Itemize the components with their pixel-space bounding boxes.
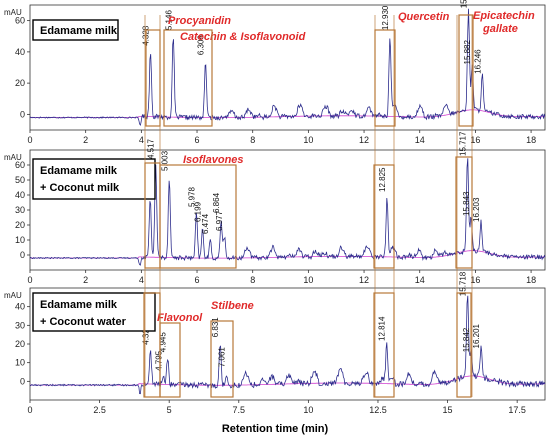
- peak-label: 12.930: [381, 5, 390, 30]
- x-tick-label: 2: [83, 135, 88, 145]
- peak-label: 15.717: [459, 131, 468, 156]
- x-tick-label: 4: [139, 275, 144, 285]
- sample-label: + Coconut water: [40, 316, 127, 328]
- x-tick-label: 4: [139, 135, 144, 145]
- peak-label: 4.328: [141, 324, 150, 345]
- x-tick-label: 10: [303, 405, 313, 415]
- y-tick-label: 0: [20, 250, 25, 260]
- region-box: [458, 14, 474, 127]
- y-unit-label: mAU: [4, 8, 22, 17]
- peak-label: 15.842: [462, 327, 471, 352]
- peak-label: 16.203: [472, 197, 481, 222]
- peak-label: 15.843: [462, 191, 471, 216]
- y-tick-label: 40: [15, 190, 25, 200]
- peak-label: 4.517: [147, 138, 156, 159]
- compound-annotation: Isoflavones: [183, 154, 244, 166]
- region-box: [163, 29, 213, 127]
- peak-label: 6.199: [194, 201, 203, 222]
- y-tick-label: 20: [15, 339, 25, 349]
- x-tick-label: 8: [250, 275, 255, 285]
- y-tick-label: 50: [15, 175, 25, 185]
- peak-label: 5.146: [164, 10, 173, 31]
- peak-label: 16.246: [473, 49, 482, 74]
- peak-label: 5.003: [160, 150, 169, 171]
- x-tick-label: 10: [303, 135, 313, 145]
- sample-label-box: [32, 158, 156, 200]
- sample-label: Edamame milk: [40, 299, 118, 311]
- compound-annotation: Stilbene: [211, 300, 254, 312]
- peak-label: 6.306: [197, 35, 206, 56]
- x-tick-label: 12: [359, 135, 369, 145]
- y-unit-label: mAU: [4, 153, 22, 162]
- y-tick-label: 20: [15, 78, 25, 88]
- peak-label: 6.977: [215, 210, 224, 231]
- y-tick-label: 10: [15, 235, 25, 245]
- x-tick-label: 5: [167, 405, 172, 415]
- y-tick-label: 60: [15, 16, 25, 26]
- y-tick-label: 0: [20, 109, 25, 119]
- peak-label: 16.201: [472, 323, 481, 348]
- compound-annotation: Procyanidin: [168, 15, 231, 27]
- sample-label-box: [32, 292, 156, 332]
- compound-annotation: Catechin & Isoflavonoid: [180, 31, 306, 43]
- peak-label: 15.718: [459, 271, 468, 296]
- compound-annotation: Quercetin: [398, 11, 450, 23]
- x-tick-label: 12: [359, 275, 369, 285]
- x-tick-label: 18: [526, 275, 536, 285]
- y-tick-label: 10: [15, 358, 25, 368]
- x-tick-label: 16: [470, 135, 480, 145]
- peak-label: 15.749: [459, 0, 468, 8]
- y-tick-label: 20: [15, 220, 25, 230]
- x-tick-label: 2.5: [93, 405, 106, 415]
- peak-label: 4.795: [154, 350, 163, 371]
- x-tick-label: 8: [250, 135, 255, 145]
- sample-label: Edamame milk: [40, 25, 118, 37]
- x-tick-label: 6: [195, 275, 200, 285]
- x-tick-label: 0: [27, 135, 32, 145]
- x-tick-label: 17.5: [508, 405, 526, 415]
- peak-label: 6.831: [211, 317, 220, 338]
- compound-annotation: Epicatechin: [473, 10, 535, 22]
- peak-label: 6.864: [212, 192, 221, 213]
- peak-label: 12.814: [378, 316, 387, 341]
- x-tick-label: 14: [415, 135, 425, 145]
- x-tick-label: 6: [195, 135, 200, 145]
- x-tick-label: 7.5: [233, 405, 246, 415]
- x-tick-label: 12.5: [369, 405, 387, 415]
- y-tick-label: 0: [20, 376, 25, 386]
- x-tick-label: 0: [27, 275, 32, 285]
- peak-label: 7.061: [218, 347, 227, 368]
- x-tick-label: 18: [526, 135, 536, 145]
- y-tick-label: 30: [15, 205, 25, 215]
- y-tick-label: 60: [15, 160, 25, 170]
- y-tick-label: 30: [15, 320, 25, 330]
- peak-label: 4.945: [159, 332, 168, 353]
- region-box: [210, 320, 234, 398]
- peak-label: 15.882: [463, 39, 472, 64]
- x-tick-label: 15: [443, 405, 453, 415]
- region-box: [374, 29, 396, 127]
- x-tick-label: 10: [303, 275, 313, 285]
- x-tick-label: 14: [415, 275, 425, 285]
- y-tick-label: 40: [15, 47, 25, 57]
- y-tick-label: 40: [15, 302, 25, 312]
- peak-label: 6.474: [201, 213, 210, 234]
- sample-label: Edamame milk: [40, 165, 118, 177]
- panel-frame: [29, 4, 546, 131]
- chromatogram-trace: [29, 158, 546, 266]
- x-tick-label: 16: [470, 275, 480, 285]
- compound-annotation: gallate: [482, 23, 518, 35]
- compound-annotation: Flavonol: [157, 312, 203, 324]
- x-axis-label: Retention time (min): [222, 423, 329, 435]
- y-unit-label: mAU: [4, 291, 22, 300]
- peak-label: 12.825: [378, 167, 387, 192]
- baseline-line: [30, 250, 545, 259]
- sample-label-box: [32, 19, 119, 41]
- x-tick-label: 0: [27, 405, 32, 415]
- peak-label: 5.978: [187, 186, 196, 207]
- chromatogram-trace: [29, 295, 546, 395]
- x-tick-label: 2: [83, 275, 88, 285]
- sample-label: + Coconut milk: [40, 182, 120, 194]
